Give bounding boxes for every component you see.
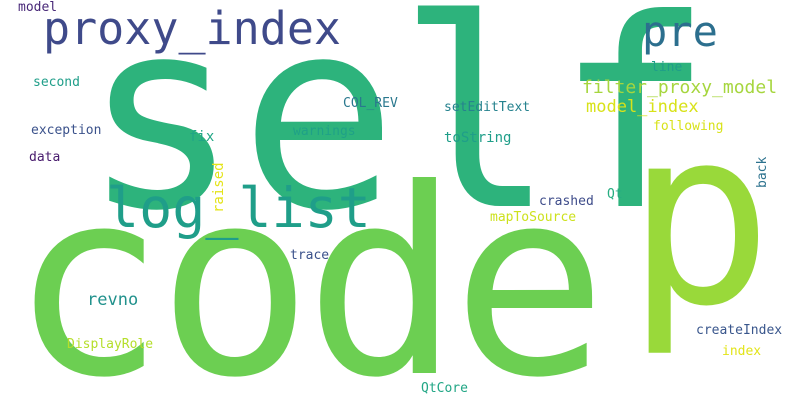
word-fix: fix (189, 129, 215, 145)
word-proxy-index: proxy_index (43, 2, 342, 55)
word-code: code (10, 134, 607, 400)
word-qt: Qt (607, 187, 623, 202)
word-seteditext: setEditText (444, 100, 531, 115)
word-exception: exception (31, 123, 102, 138)
word-model-index: model_index (586, 97, 699, 117)
word-following: following (653, 119, 724, 134)
word-log-list: log_list (106, 176, 371, 240)
word-back: back (755, 156, 770, 188)
word-warnings: warnings (293, 124, 356, 139)
word-filter-proxy-model: filter_proxy_model (582, 77, 778, 98)
word-data: data (29, 150, 61, 165)
word-line: line (651, 60, 683, 75)
word-col-rev: COL_REV (343, 96, 398, 111)
word-second: second (33, 75, 80, 90)
word-self: self (82, 0, 713, 268)
word-crashed: crashed (539, 194, 594, 209)
word-p: p (626, 76, 773, 360)
word-pre: pre (642, 7, 718, 56)
word-qtcore: QtCore (421, 381, 468, 396)
word-trace: trace (290, 248, 330, 263)
word-raised: raised (211, 162, 227, 213)
word-model: model (18, 0, 58, 15)
word-displayrole: DisplayRole (67, 337, 154, 352)
word-createindex: createIndex (696, 323, 783, 338)
word-maptosource: mapToSource (490, 210, 577, 225)
word-tostring: toString (444, 130, 512, 146)
word-revno: revno (87, 290, 139, 310)
word-index: index (722, 344, 762, 359)
